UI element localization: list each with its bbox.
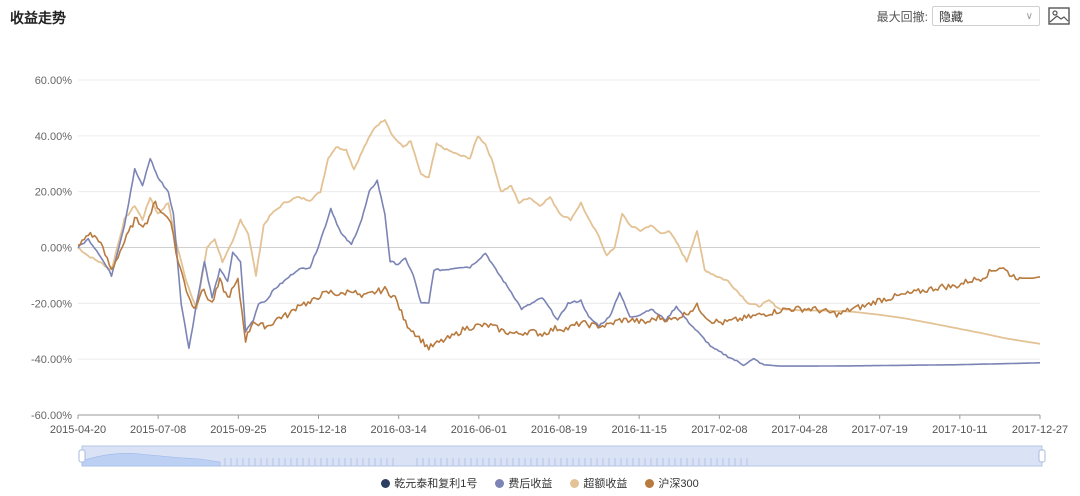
y-tick-label: 40.00%: [35, 131, 73, 143]
chevron-down-icon: ∨: [1025, 10, 1033, 22]
chart-title: 收益走势: [10, 10, 66, 26]
x-tick-label: 2015-07-08: [130, 424, 186, 436]
legend-dot-excess: [570, 478, 580, 488]
zoom-handle-right: [1038, 449, 1046, 463]
x-axis-ticks: 2015-04-20 2015-07-08 2015-09-25 2015-12-18…: [50, 414, 1068, 436]
legend: 乾元泰和复利1号 费后收益 超额收益 沪深300: [0, 475, 1080, 491]
y-tick-label: -60.00%: [31, 410, 72, 422]
y-axis-ticks: 60.00% 40.00% 20.00% 0.00% -20.00% -40.00% -60…: [31, 75, 72, 422]
legend-dot-after-fee: [495, 478, 505, 488]
series-line-after_fee: [77, 157, 1040, 367]
x-tick-label: 2016-06-01: [451, 424, 507, 436]
zoom-window: [81, 445, 1043, 467]
image-icon[interactable]: [1048, 7, 1070, 25]
x-tick-label: 2015-04-20: [50, 424, 106, 436]
y-tick-label: 0.00%: [41, 243, 72, 255]
data-zoom-slider[interactable]: [78, 445, 1046, 467]
legend-item-after-fee[interactable]: 费后收益: [495, 475, 552, 491]
legend-dot-product: [381, 478, 391, 488]
x-tick-label: 2016-08-19: [531, 424, 587, 436]
drawdown-select-value: 隐藏: [939, 9, 964, 24]
series-lines: [77, 119, 1041, 367]
zoom-handle-left: [78, 449, 86, 463]
legend-label-after-fee: 费后收益: [508, 478, 553, 490]
series-line-hs300: [77, 200, 1041, 351]
legend-label-hs300: 沪深300: [658, 478, 699, 490]
drawdown-control: 最大回撤: 隐藏 ∨: [877, 6, 1070, 26]
x-tick-label: 2015-12-18: [290, 424, 346, 436]
series-line-excess: [77, 119, 1041, 345]
x-tick-label: 2016-03-14: [371, 424, 427, 436]
x-tick-label: 2017-10-11: [932, 424, 987, 436]
legend-item-product[interactable]: 乾元泰和复利1号: [381, 475, 477, 491]
x-tick-label: 2016-11-15: [611, 424, 666, 436]
y-tick-label: -40.00%: [31, 354, 72, 366]
zoom-preview: [81, 453, 221, 467]
legend-item-excess[interactable]: 超额收益: [570, 475, 627, 491]
x-tick-label: 2017-02-08: [691, 424, 747, 436]
x-tick-label: 2017-07-19: [852, 424, 908, 436]
y-tick-label: 60.00%: [35, 75, 73, 87]
y-tick-label: -20.00%: [31, 298, 72, 310]
legend-item-hs300[interactable]: 沪深300: [645, 475, 699, 491]
drawdown-select[interactable]: 隐藏 ∨: [932, 6, 1040, 26]
legend-dot-hs300: [645, 478, 655, 488]
x-tick-label: 2017-12-27: [1012, 424, 1068, 436]
legend-label-product: 乾元泰和复利1号: [394, 478, 478, 490]
legend-label-excess: 超额收益: [583, 478, 628, 490]
y-tick-label: 20.00%: [35, 187, 73, 199]
drawdown-label: 最大回撤:: [876, 9, 928, 24]
x-tick-label: 2017-04-28: [771, 424, 827, 436]
x-tick-label: 2015-09-25: [210, 424, 266, 436]
chart-area: 60.00% 40.00% 20.00% 0.00% -20.00% -40.00% -60…: [31, 75, 1068, 467]
zoom-preview-bars: [224, 458, 748, 466]
